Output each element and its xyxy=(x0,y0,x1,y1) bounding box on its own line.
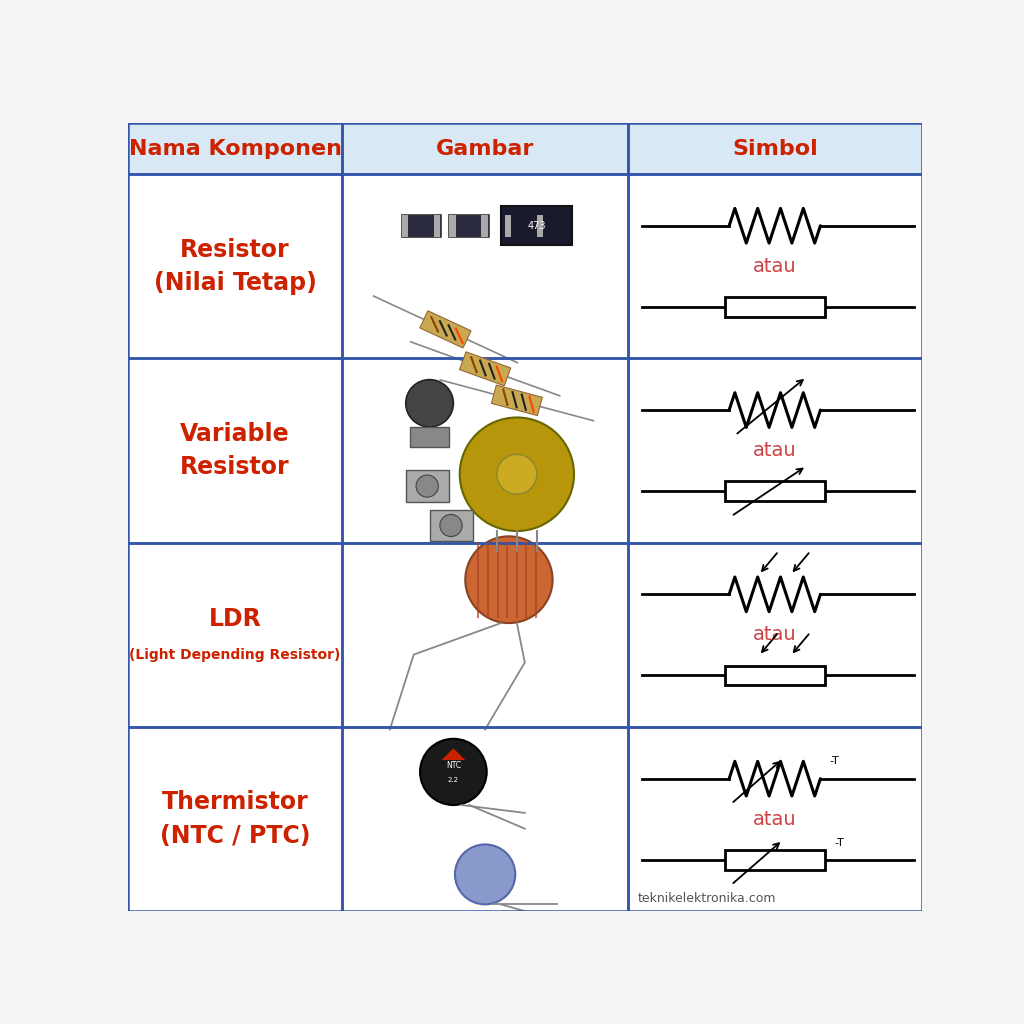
Bar xyxy=(128,543,342,727)
Bar xyxy=(342,123,628,174)
Bar xyxy=(628,358,922,543)
Bar xyxy=(128,358,342,543)
Bar xyxy=(128,174,342,358)
Bar xyxy=(628,727,922,911)
Text: atau: atau xyxy=(753,626,797,644)
Text: atau: atau xyxy=(753,441,797,460)
Text: (Light Depending Resistor): (Light Depending Resistor) xyxy=(129,647,341,662)
Bar xyxy=(128,123,342,174)
Text: 2.2: 2.2 xyxy=(447,777,459,782)
Bar xyxy=(128,543,342,727)
Bar xyxy=(342,123,628,174)
Bar xyxy=(725,297,825,316)
Bar xyxy=(628,543,922,727)
Bar xyxy=(725,850,825,869)
Text: NTC: NTC xyxy=(445,761,461,770)
Bar xyxy=(505,215,545,237)
Bar xyxy=(430,510,473,542)
Circle shape xyxy=(420,738,486,805)
Polygon shape xyxy=(460,352,511,386)
Circle shape xyxy=(455,845,515,904)
Text: Nama Komponen: Nama Komponen xyxy=(129,138,342,159)
Circle shape xyxy=(465,537,553,623)
Text: 473: 473 xyxy=(527,221,546,230)
Bar xyxy=(401,215,409,237)
Bar xyxy=(128,123,342,174)
Polygon shape xyxy=(420,311,471,348)
Bar xyxy=(725,481,825,501)
Bar xyxy=(450,215,456,237)
Bar xyxy=(342,727,628,911)
Bar xyxy=(342,727,628,911)
Bar xyxy=(128,727,342,911)
Text: LDR: LDR xyxy=(209,607,261,631)
Text: -T: -T xyxy=(829,757,840,767)
Text: Gambar: Gambar xyxy=(436,138,535,159)
Text: Simbol: Simbol xyxy=(732,138,817,159)
Bar xyxy=(628,123,922,174)
Bar xyxy=(401,215,441,237)
Bar xyxy=(410,427,450,446)
Circle shape xyxy=(497,455,537,495)
Text: atau: atau xyxy=(753,810,797,828)
Circle shape xyxy=(440,514,462,537)
Bar xyxy=(342,174,628,358)
Circle shape xyxy=(406,380,454,427)
Text: -T: -T xyxy=(835,838,844,848)
Bar xyxy=(342,358,628,543)
Bar xyxy=(128,174,342,358)
Bar xyxy=(433,215,440,237)
Bar xyxy=(628,174,922,358)
Bar xyxy=(342,358,628,543)
Text: Resistor
(Nilai Tetap): Resistor (Nilai Tetap) xyxy=(154,238,316,295)
Bar xyxy=(537,215,543,237)
Bar xyxy=(342,174,628,358)
Bar xyxy=(128,727,342,911)
Bar xyxy=(481,215,487,237)
Text: teknikelektronika.com: teknikelektronika.com xyxy=(638,892,776,905)
Text: atau: atau xyxy=(753,257,797,275)
Text: Thermistor
(NTC / PTC): Thermistor (NTC / PTC) xyxy=(160,791,310,848)
Bar xyxy=(128,358,342,543)
Bar xyxy=(628,358,922,543)
Bar xyxy=(450,215,489,237)
Bar xyxy=(501,206,572,246)
Circle shape xyxy=(416,475,438,497)
Polygon shape xyxy=(492,385,543,416)
Polygon shape xyxy=(441,749,465,760)
Bar xyxy=(628,174,922,358)
Bar xyxy=(406,470,450,502)
Bar xyxy=(505,215,511,237)
Circle shape xyxy=(460,418,574,531)
Bar xyxy=(628,543,922,727)
Bar xyxy=(342,543,628,727)
Text: Variable
Resistor: Variable Resistor xyxy=(180,422,290,479)
Bar xyxy=(342,543,628,727)
Bar xyxy=(628,727,922,911)
Bar xyxy=(628,123,922,174)
Bar xyxy=(725,666,825,685)
